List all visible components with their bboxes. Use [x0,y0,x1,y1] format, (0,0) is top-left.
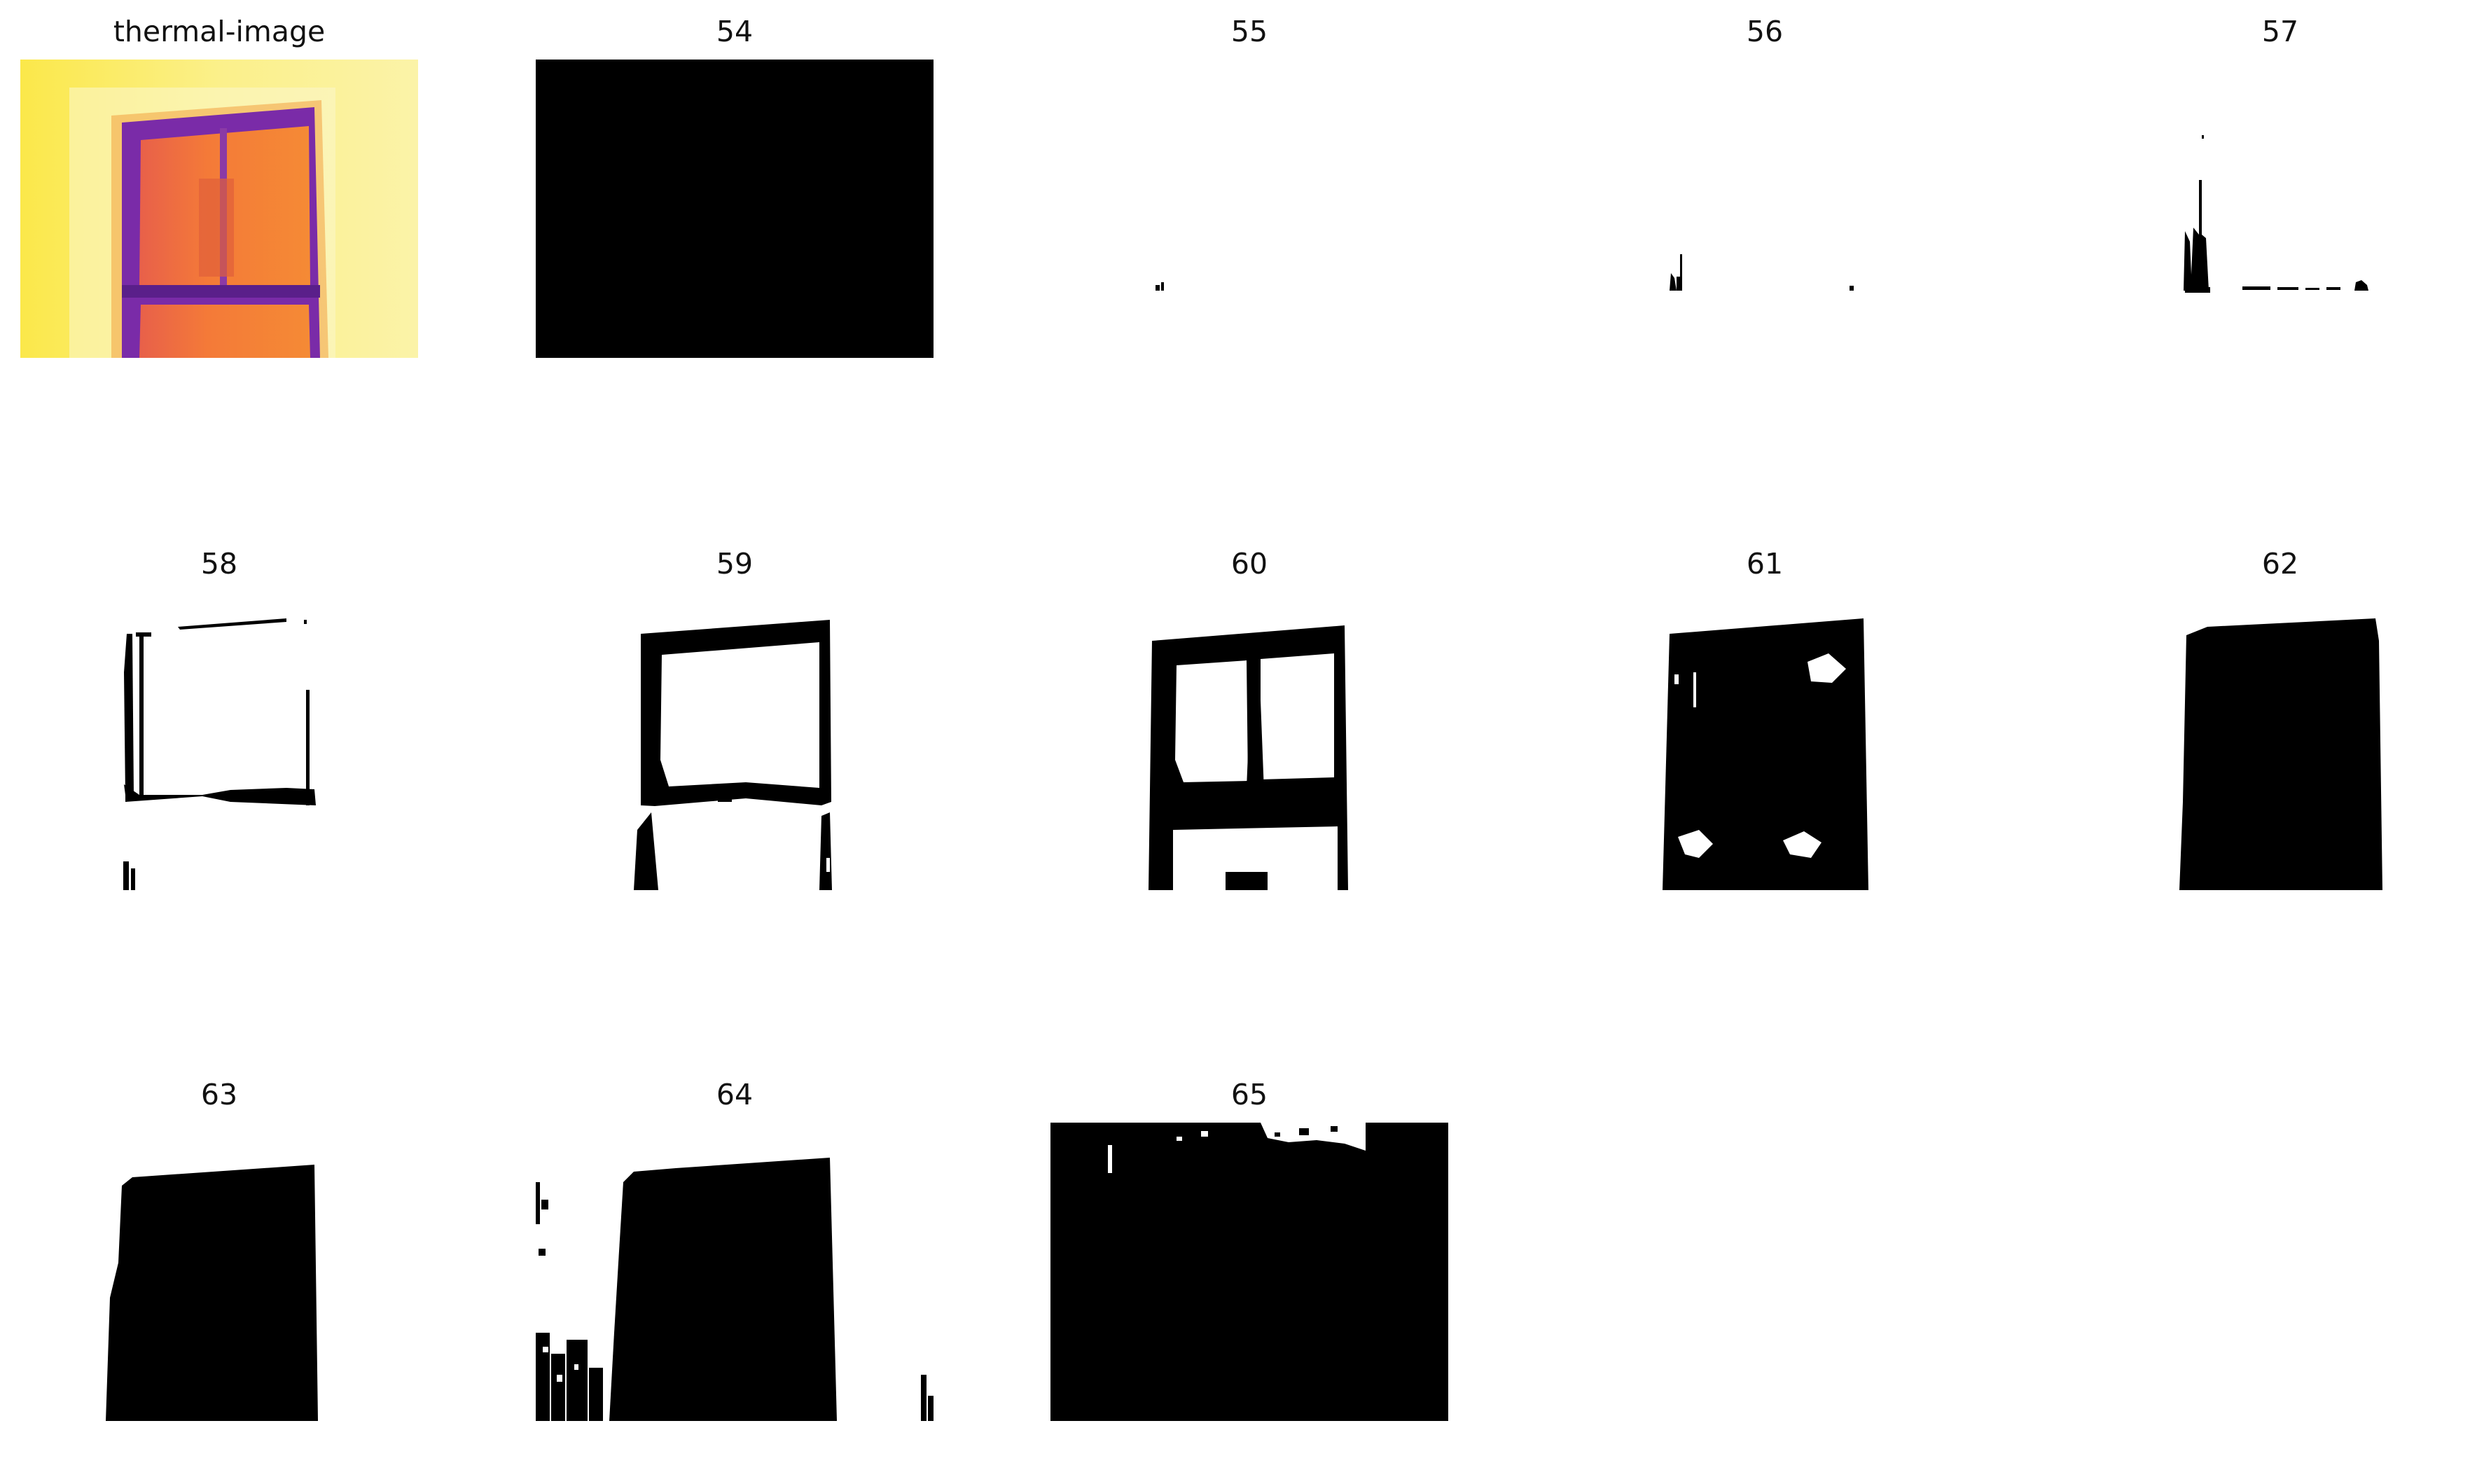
panel-title: 56 [1746,15,1784,48]
panel-title: 63 [200,1078,238,1111]
mask-57 [2081,60,2479,358]
panel-title: 55 [1230,15,1268,48]
thermal-image [20,60,418,358]
panel-title: 58 [200,547,238,581]
mask-65 [1050,1123,1448,1421]
mask-63 [20,1123,418,1421]
panel-title: 57 [2261,15,2299,48]
panel-title: 65 [1230,1078,1268,1111]
panel-title: thermal-image [113,15,326,48]
mask-56 [1566,60,1964,358]
mask-60 [1050,592,1448,890]
panel-title: 60 [1230,547,1268,581]
mask-59 [536,592,934,890]
panel-title: 62 [2261,547,2299,581]
mask-64 [536,1123,934,1421]
panel-title: 64 [716,1078,754,1111]
mask-58 [20,592,418,890]
mask-54 [536,60,934,358]
mask-55 [1050,60,1448,358]
panel-title: 61 [1746,547,1784,581]
panel-title: 59 [716,547,754,581]
mask-61 [1566,592,1964,890]
panel-title: 54 [716,15,754,48]
mask-62 [2081,592,2479,890]
